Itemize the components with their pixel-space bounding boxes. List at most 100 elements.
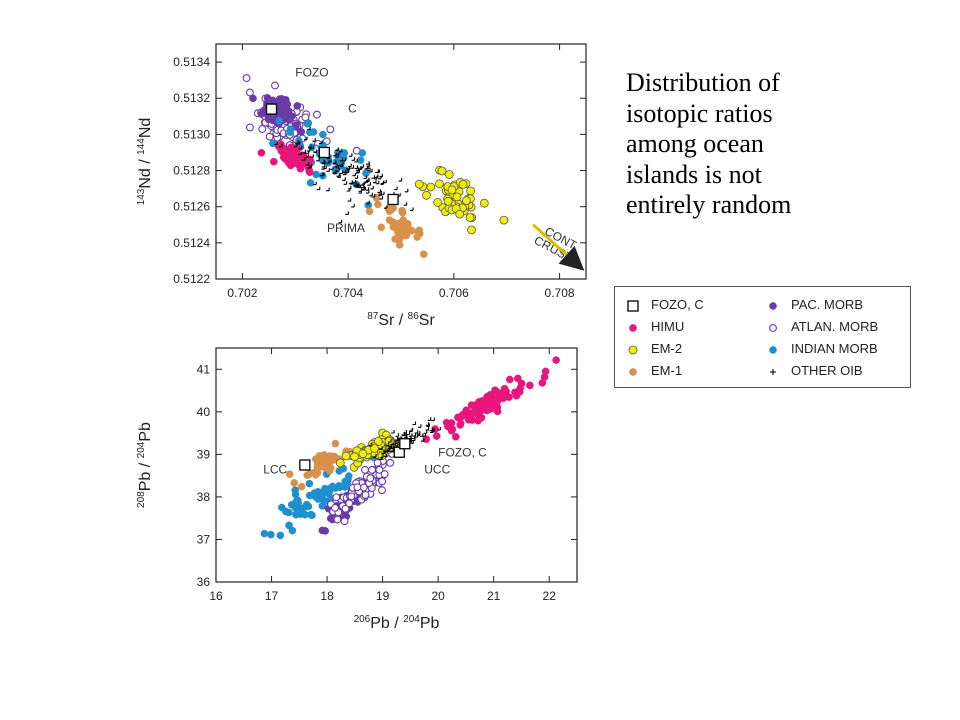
data-point xyxy=(429,427,434,432)
data-point xyxy=(456,419,465,428)
data-point xyxy=(305,491,314,500)
data-point xyxy=(265,132,274,141)
data-point xyxy=(304,502,313,511)
data-point xyxy=(333,160,337,165)
legend-symbol-svg xyxy=(628,345,638,355)
data-point xyxy=(385,442,390,447)
data-point xyxy=(365,190,370,194)
data-point xyxy=(285,521,293,530)
legend-symbol-svg xyxy=(629,324,637,332)
data-point xyxy=(435,179,444,189)
data-point xyxy=(366,178,370,183)
x-axis-label-sup: 87 xyxy=(367,311,379,322)
data-point xyxy=(367,167,371,172)
data-point xyxy=(339,157,344,162)
data-point xyxy=(310,154,314,158)
data-point xyxy=(458,179,468,189)
data-point xyxy=(392,441,396,445)
legend-symbol-svg xyxy=(769,346,777,354)
legend-label: ATLAN. MORB xyxy=(791,319,879,334)
data-point xyxy=(293,102,302,110)
data-point xyxy=(339,163,344,168)
data-point xyxy=(420,438,425,442)
y-tick-label: 39 xyxy=(197,447,211,461)
data-point xyxy=(340,517,349,526)
data-point xyxy=(316,186,321,191)
data-point xyxy=(374,200,382,209)
x-axis-label-text: Pb / xyxy=(370,615,403,632)
x-axis-label: 206Pb / 204Pb xyxy=(354,614,440,632)
legend-mark xyxy=(769,302,777,310)
data-point xyxy=(375,180,380,185)
legend-label: INDIAN MORB xyxy=(791,341,878,356)
data-point xyxy=(353,182,357,186)
data-point xyxy=(316,157,320,162)
data-point xyxy=(282,146,291,155)
data-point xyxy=(335,165,340,169)
data-point xyxy=(394,186,398,191)
x-axis-label-sup: 86 xyxy=(408,311,420,322)
data-point xyxy=(326,125,335,134)
legend-symbol-fozo xyxy=(627,300,639,312)
data-point xyxy=(378,456,383,461)
data-point xyxy=(306,148,311,152)
data-point xyxy=(260,529,269,538)
data-point xyxy=(331,503,339,512)
legend-label: FOZO, C xyxy=(651,297,704,312)
legend-symbol-svg xyxy=(769,302,777,310)
data-point xyxy=(319,130,327,139)
data-point xyxy=(414,179,424,189)
data-point xyxy=(491,386,499,395)
data-point xyxy=(399,231,408,240)
y-tick-label: 36 xyxy=(197,575,211,589)
y-tick-label: 0.5128 xyxy=(173,164,210,178)
legend-mark xyxy=(628,345,638,355)
data-point xyxy=(367,182,371,186)
legend-symbol-svg xyxy=(770,369,776,375)
data-point xyxy=(379,446,383,450)
data-point xyxy=(318,526,327,535)
legend: FOZO, C HIMU EM-2 EM-1 PAC. MORB ATLAN. … xyxy=(614,286,911,388)
data-point xyxy=(333,515,342,524)
data-point xyxy=(437,166,447,176)
data-point xyxy=(350,452,360,462)
y-axis-label: 208Pb / 204Pb xyxy=(136,422,154,508)
data-point xyxy=(493,407,502,416)
data-point xyxy=(245,123,254,132)
data-point xyxy=(356,156,365,164)
y-axis-label-text: Pb xyxy=(137,422,154,442)
data-point xyxy=(285,470,294,479)
data-point xyxy=(326,452,334,460)
data-point xyxy=(406,226,415,235)
data-point xyxy=(380,470,389,479)
data-point xyxy=(415,226,424,235)
data-point xyxy=(373,458,382,467)
data-point xyxy=(305,470,313,479)
data-point xyxy=(411,435,416,440)
x-tick-label: 17 xyxy=(265,589,279,603)
data-point xyxy=(383,205,388,209)
y-tick-label: 0.5132 xyxy=(173,91,210,105)
data-point xyxy=(470,408,478,417)
data-point xyxy=(298,505,306,514)
data-point xyxy=(303,119,312,128)
data-point xyxy=(526,381,534,390)
data-point xyxy=(354,175,359,179)
data-point xyxy=(305,154,309,158)
data-point xyxy=(333,170,337,175)
y-tick-label: 38 xyxy=(197,490,211,504)
legend-symbol-svg xyxy=(627,300,639,312)
data-point xyxy=(332,170,336,174)
data-point xyxy=(372,454,377,458)
y-tick-label: 0.5130 xyxy=(173,127,210,141)
legend-label: PAC. MORB xyxy=(791,297,863,312)
y-axis-label-sup: 143 xyxy=(136,188,147,205)
data-point xyxy=(326,514,335,523)
data-point xyxy=(433,197,443,207)
data-point xyxy=(258,125,267,133)
y-axis-label-text: Pb / xyxy=(137,458,154,491)
data-point xyxy=(271,81,279,90)
legend-mark xyxy=(629,324,637,332)
reference-marker xyxy=(387,193,399,206)
data-point xyxy=(328,482,337,491)
